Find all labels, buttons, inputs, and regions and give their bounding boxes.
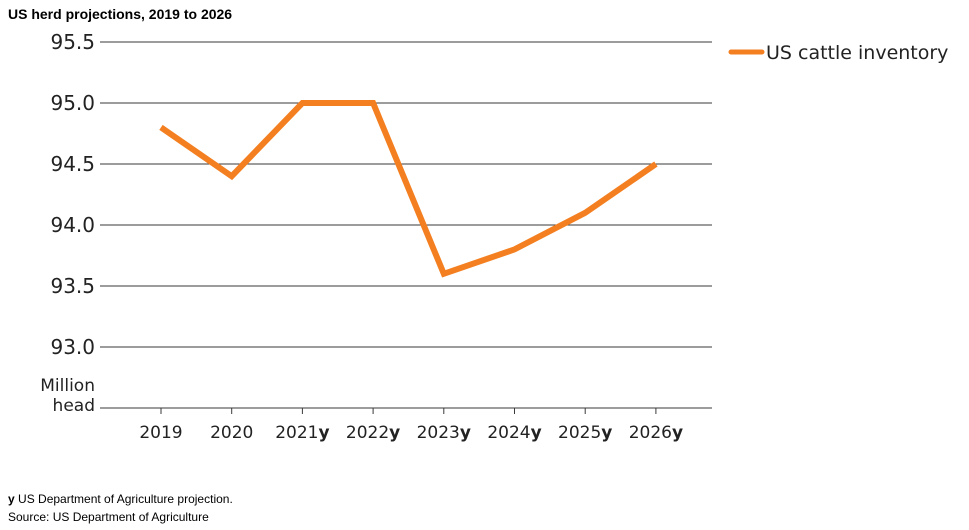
x-tick-label: 2025y [558, 423, 612, 443]
y-tick-label: 93.5 [50, 274, 95, 298]
line-chart: 95.595.094.594.093.593.0 2019 2020 2021y 20… [40, 30, 948, 443]
x-tick-year: 2019 [139, 423, 182, 443]
x-tick-label: 2020 [210, 423, 253, 443]
legend-label: US cattle inventory [766, 42, 948, 64]
gridlines [100, 41, 712, 409]
x-tick-projection-marker: y [531, 423, 542, 443]
footnote-source: Source: US Department of Agriculture [8, 510, 209, 524]
x-tick-label: 2021y [275, 423, 329, 443]
footnote-marker: y [8, 492, 15, 506]
x-tick-year: 2023 [417, 423, 460, 443]
y-axis-unit: Million head [40, 376, 95, 416]
y-tick-label: 93.0 [50, 335, 95, 359]
x-tick-year: 2026 [629, 423, 672, 443]
y-tick-label: 95.5 [50, 30, 95, 54]
x-tick-year: 2022 [346, 423, 389, 443]
x-tick-year: 2020 [210, 423, 253, 443]
x-tick-projection-marker: y [672, 423, 683, 443]
series-lines [159, 100, 658, 278]
unit-label-line-2: head [53, 396, 95, 416]
footnote-note: US Department of Agriculture projection. [14, 492, 233, 506]
x-tick-label: 2026y [629, 423, 683, 443]
x-axis-ticks: 2019 2020 2021y 2022y 2023y 2024y 2025y 2026y [139, 408, 683, 443]
unit-label-line-1: Million [40, 376, 95, 396]
footnote-projection: y US Department of Agriculture projectio… [8, 492, 233, 506]
x-tick-projection-marker: y [318, 423, 329, 443]
chart-title: US herd projections, 2019 to 2026 [8, 6, 233, 22]
y-tick-label: 95.0 [50, 91, 95, 115]
y-tick-label: 94.0 [50, 213, 95, 237]
x-tick-projection-marker: y [460, 423, 471, 443]
x-tick-label: 2022y [346, 423, 400, 443]
x-tick-projection-marker: y [601, 423, 612, 443]
x-tick-label: 2023y [417, 423, 471, 443]
x-tick-label: 2024y [487, 423, 541, 443]
y-axis-ticks: 95.5 95.0 94.5 94.0 93.5 93.0 [50, 30, 95, 359]
series-line-cattle-inventory [159, 100, 658, 278]
x-tick-projection-marker: y [389, 423, 400, 443]
legend: US cattle inventory [728, 42, 948, 64]
x-tick-year: 2024 [487, 423, 530, 443]
x-tick-year: 2021 [275, 423, 318, 443]
x-tick-label: 2019 [139, 423, 182, 443]
y-tick-label: 94.5 [50, 152, 95, 176]
x-tick-year: 2025 [558, 423, 601, 443]
